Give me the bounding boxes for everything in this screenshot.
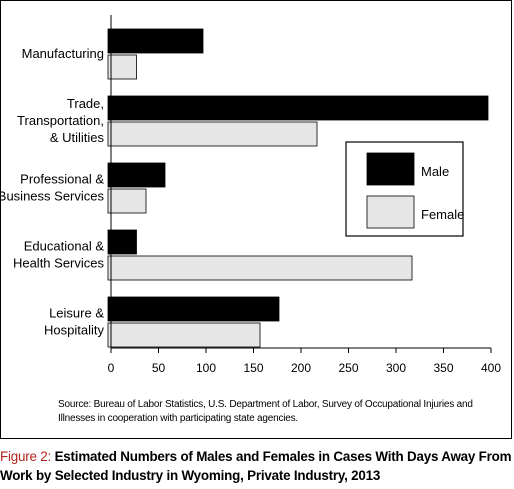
x-tick-label-7: 350 [433,361,453,375]
bar-chart: Manufacturing Trade, Transportation, & Util… [0,15,501,375]
caption-text: Estimated Numbers of Males and Females i… [0,449,512,483]
bar-male-4 [107,296,280,322]
x-tick-label-5: 250 [338,361,358,375]
source-note: Source: Bureau of Labor Statistics, U.S.… [58,399,473,424]
bar-female-4 [107,322,261,348]
x-tick-label-8: 400 [481,361,501,375]
bar-male-0 [107,28,204,54]
category-label-2-1: Business Services [0,189,104,204]
bar-male-1 [107,95,489,121]
x-tick-label-3: 150 [243,361,263,375]
x-tick-label-2: 100 [196,361,216,375]
x-tick-label-0: 0 [108,361,115,375]
x-tick-label-4: 200 [291,361,311,375]
bar-male-2 [107,162,166,188]
category-label-1-0: Trade, [67,96,104,111]
x-tick-label-6: 300 [386,361,406,375]
bar-female-3 [107,255,413,281]
x-tick-label-1: 50 [152,361,166,375]
legend-label-male: Male [421,164,449,179]
category-label-1-2: & Utilities [50,130,105,145]
bar-female-2 [107,188,147,214]
bar-male-3 [107,229,137,255]
bar-female-1 [107,121,318,147]
caption-label: Figure 2: [0,449,52,464]
legend-label-female: Female [421,207,464,222]
legend-swatch-female [366,195,415,229]
category-label-1-1: Transportation, [17,113,104,128]
category-label-3-0: Educational & [24,239,105,254]
figure-caption: Figure 2: Estimated Numbers of Males and… [0,447,514,485]
category-label-3-1: Health Services [13,256,105,271]
category-label-4-0: Leisure & [49,306,104,321]
legend-swatch-male [366,152,415,186]
category-label-4-1: Hospitality [44,323,104,338]
bar-female-0 [107,54,137,80]
category-label-0-0: Manufacturing [22,46,104,61]
category-label-2-0: Professional & [20,172,104,187]
